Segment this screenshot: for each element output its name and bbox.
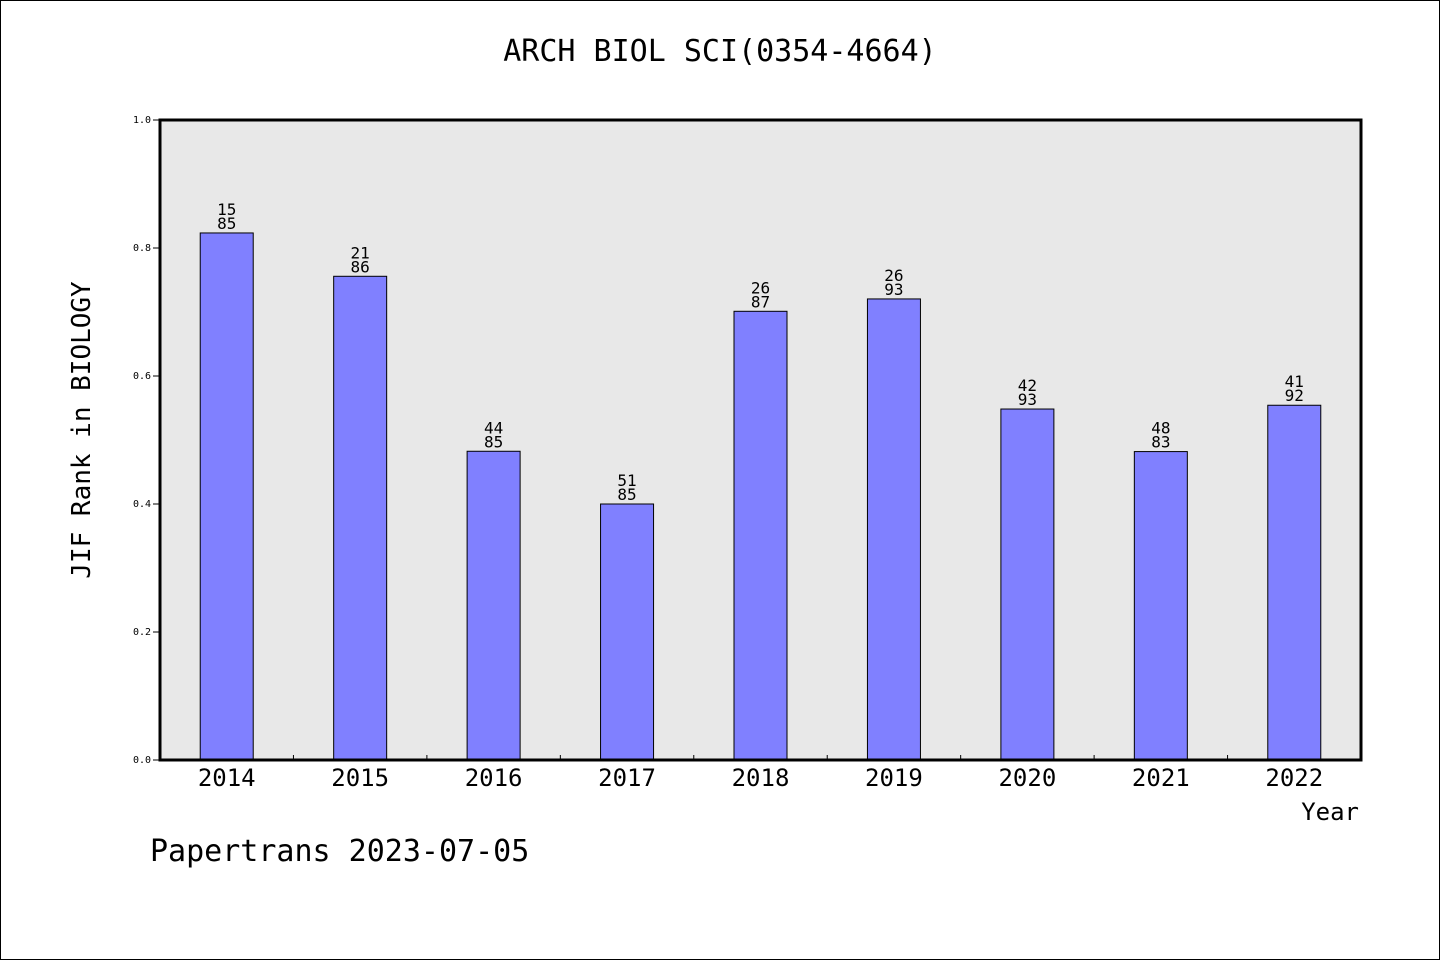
y-tick-label: 0.2	[133, 627, 151, 638]
bar-label-total-2020: 93	[1018, 390, 1037, 409]
bar-2014	[199, 232, 254, 761]
bar-2019	[866, 298, 921, 761]
bar-label-total-2021: 83	[1151, 433, 1170, 452]
footer-stamp: Papertrans 2023-07-05	[150, 834, 530, 869]
x-tick-label-2019: 2019	[865, 764, 923, 792]
bar-label-rank-2022: 41	[1285, 372, 1304, 391]
bar-label-rank-2017: 51	[617, 471, 636, 490]
y-tick-label: 0.6	[133, 371, 151, 382]
bar-label-total-2019: 93	[884, 280, 903, 299]
bar-label-rank-2020: 42	[1018, 376, 1037, 395]
bar-2018	[733, 310, 788, 761]
bar-label-rank-2018: 26	[751, 278, 770, 297]
x-tick-label-2021: 2021	[1132, 764, 1190, 792]
plot-border	[158, 118, 1363, 762]
bar-label-rank-2019: 26	[884, 266, 903, 285]
bar-2021	[1133, 451, 1188, 761]
bar-2016	[466, 450, 521, 761]
y-tick-label: 0.8	[133, 243, 151, 254]
bar-2022	[1267, 404, 1322, 761]
bar-label-total-2015: 86	[351, 257, 370, 276]
y-tick-label: 1.0	[133, 115, 151, 126]
bar-2020	[1000, 408, 1055, 761]
bar-label-total-2022: 92	[1285, 386, 1304, 405]
x-tick-label-2022: 2022	[1265, 764, 1323, 792]
bar-label-total-2018: 87	[751, 292, 770, 311]
bar-label-rank-2014: 15	[217, 200, 236, 219]
chart-title: ARCH BIOL SCI(0354-4664)	[503, 34, 937, 69]
y-tick-label: 0.0	[133, 755, 151, 766]
x-axis-label: Year	[1301, 798, 1359, 826]
x-tick-label-2015: 2015	[331, 764, 389, 792]
bar-label-total-2017: 85	[617, 485, 636, 504]
y-axis-label: JIF Rank in BIOLOGY	[67, 281, 97, 579]
y-tick-label: 0.4	[133, 499, 151, 510]
x-tick-label-2017: 2017	[598, 764, 656, 792]
bar-label-total-2014: 85	[217, 214, 236, 233]
bar-label-total-2016: 85	[484, 432, 503, 451]
x-tick-label-2020: 2020	[998, 764, 1056, 792]
bar-label-rank-2015: 21	[351, 243, 370, 262]
x-tick-label-2018: 2018	[732, 764, 790, 792]
x-tick-label-2014: 2014	[198, 764, 256, 792]
x-tick-label-2016: 2016	[465, 764, 523, 792]
bar-label-rank-2021: 48	[1151, 419, 1170, 438]
bar-2015	[333, 275, 388, 761]
bar-2017	[600, 503, 655, 761]
bar-label-rank-2016: 44	[484, 418, 503, 437]
